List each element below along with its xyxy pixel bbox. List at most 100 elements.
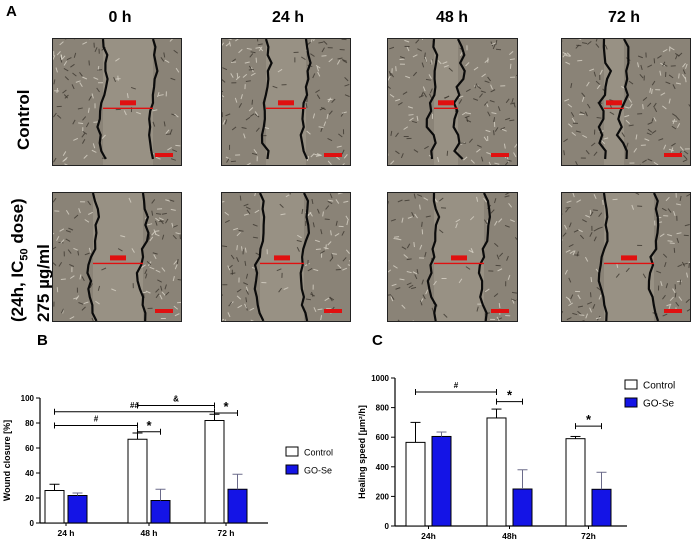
healing-speed-chart: Healing speed [µm²/h] 0 200 400 600 800 1000 24… — [345, 350, 692, 548]
measurement-marker — [274, 255, 290, 261]
micrograph-treated-24h — [221, 192, 351, 322]
healing-speed-y-tick-label: 600 — [376, 433, 390, 442]
healing-speed-x-tick-label: 72h — [581, 531, 596, 541]
wound-edge-left — [426, 193, 441, 321]
wound-edge-left — [86, 193, 101, 321]
wound-closure-legend-label-go-se: GO-Se — [304, 466, 332, 476]
cell-texture — [388, 39, 517, 165]
cell-texture — [53, 39, 181, 165]
healing-speed-significance-label: # — [454, 381, 459, 390]
healing-speed-bar-go-se — [431, 435, 452, 527]
scale-bar — [155, 153, 173, 157]
wound-closure-y-tick-label: 100 — [21, 394, 35, 403]
micrograph-control-24h — [221, 38, 351, 166]
healing-speed-legend-label-go-se: GO-Se — [643, 399, 675, 410]
healing-speed-y-tick-label: 0 — [385, 522, 390, 531]
cell-texture — [562, 193, 690, 321]
healing-speed-x-tick-label: 24h — [421, 531, 436, 541]
healing-speed-y-tick-label: 200 — [376, 492, 390, 501]
wound-closure-legend-label-control: Control — [304, 448, 333, 458]
wound-edge-right — [135, 193, 150, 321]
timepoint-label-48h: 48 h — [435, 9, 468, 26]
micrograph-background — [562, 39, 690, 165]
wound-closure-y-tick-label: 80 — [25, 419, 34, 428]
scale-bar — [324, 153, 342, 157]
healing-speed-bar-control — [565, 438, 586, 527]
micrograph-control-48h — [387, 38, 518, 166]
scale-bar — [491, 153, 509, 157]
wound-closure-bar-control — [44, 490, 65, 524]
wound-edge-right — [452, 39, 466, 160]
healing-speed-legend-label-control: Control — [643, 381, 675, 392]
panel-label-c: C — [372, 332, 383, 349]
measurement-marker — [438, 100, 454, 106]
wound-closure-bar-go-se — [67, 495, 88, 524]
wound-closure-bar-control — [204, 420, 225, 524]
cell-texture — [222, 193, 350, 321]
wound-closure-bar-go-se — [227, 488, 248, 524]
wound-closure-x-tick-label: 48 h — [140, 528, 157, 538]
panel-label-b: B — [37, 332, 48, 349]
wound-closure-significance-label: * — [146, 418, 152, 433]
healing-speed-y-tick-label: 1000 — [371, 374, 389, 383]
timepoint-label-0h: 0 h — [108, 9, 132, 26]
wound-edge-left — [253, 193, 266, 321]
cell-texture — [222, 39, 350, 165]
healing-speed-y-tick-label: 800 — [376, 404, 390, 413]
measurement-marker — [621, 255, 637, 261]
measurement-marker — [606, 100, 622, 106]
wound-edge-left — [96, 39, 109, 160]
measurement-marker — [120, 100, 136, 106]
wound-closure-legend-swatch-control — [285, 446, 299, 457]
scale-bar — [491, 309, 509, 313]
scale-bar — [664, 309, 682, 313]
measurement-marker — [278, 100, 294, 106]
healing-speed-x-tick-label: 48h — [502, 531, 517, 541]
wound-closure-x-tick-label: 24 h — [57, 528, 74, 538]
healing-speed-significance-label: * — [586, 412, 592, 427]
measurement-marker — [451, 255, 467, 261]
row-label-control: Control — [14, 89, 33, 150]
wound-closure-y-tick-label: 20 — [25, 494, 34, 503]
micrograph-treated-0h — [52, 192, 182, 322]
healing-speed-bar-control — [486, 417, 507, 527]
healing-speed-y-axis-label: Healing speed [µm²/h] — [357, 405, 367, 499]
wound-edge-left — [425, 39, 439, 160]
wound-edge-left — [597, 39, 613, 160]
wound-closure-significance-label: ## — [130, 401, 139, 410]
healing-speed-bar-go-se — [591, 488, 612, 527]
wound-edge-right — [299, 39, 312, 160]
wound-closure-y-axis-label: Wound closure [%] — [2, 420, 12, 501]
scale-bar — [664, 153, 682, 157]
wound-edge-right — [615, 39, 630, 160]
wound-closure-significance-label: * — [223, 399, 229, 414]
row-label-treatment: (24h, IC50 dose) 275 µg/ml — [8, 198, 54, 322]
scale-bar — [324, 309, 342, 313]
wound-closure-legend-swatch-go-se — [285, 464, 299, 475]
healing-speed-legend-swatch-control — [624, 379, 638, 390]
wound-edge-left — [597, 193, 609, 321]
wound-closure-bar-go-se — [150, 500, 171, 524]
wound-edge-left — [260, 39, 273, 160]
timepoint-label-72h: 72 h — [607, 9, 640, 26]
wound-closure-chart: Wound closure [%] 0 20 40 60 80 100 24 h 48 h 72 … — [0, 350, 345, 548]
wound-closure-y-tick-label: 60 — [25, 444, 34, 453]
wound-closure-y-tick-label: 40 — [25, 469, 34, 478]
wound-closure-bar-control — [127, 438, 148, 524]
timepoint-label-24h: 24 h — [271, 9, 304, 26]
wound-edge-right — [477, 193, 492, 321]
wound-closure-x-tick-label: 72 h — [217, 528, 234, 538]
healing-speed-bar-control — [405, 441, 426, 527]
healing-speed-bar-go-se — [512, 488, 533, 527]
healing-speed-y-tick-label: 400 — [376, 463, 390, 472]
scale-bar — [155, 309, 173, 313]
wound-edge-right — [299, 193, 311, 321]
micrograph-control-72h — [561, 38, 691, 166]
healing-speed-significance-label: * — [507, 388, 513, 403]
panel-label-a: A — [6, 3, 17, 20]
wound-edge-right — [647, 193, 660, 321]
micrograph-control-0h — [52, 38, 182, 166]
micrograph-treated-72h — [561, 192, 691, 322]
healing-speed-legend-swatch-go-se — [624, 397, 638, 408]
wound-closure-y-tick-label: 0 — [30, 519, 35, 528]
